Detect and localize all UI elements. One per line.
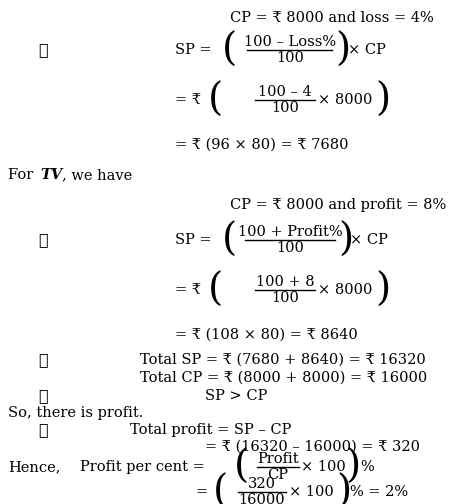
Text: ): ) xyxy=(374,82,389,118)
Text: 320: 320 xyxy=(247,477,275,491)
Text: = ₹ (108 × 80) = ₹ 8640: = ₹ (108 × 80) = ₹ 8640 xyxy=(174,328,357,342)
Text: 100 – Loss%: 100 – Loss% xyxy=(243,35,336,49)
Text: Profit: Profit xyxy=(257,452,298,466)
Text: % = 2%: % = 2% xyxy=(349,485,407,499)
Text: 100 + Profit%: 100 + Profit% xyxy=(237,225,341,239)
Text: = ₹: = ₹ xyxy=(174,283,201,297)
Text: = ₹ (96 × 80) = ₹ 7680: = ₹ (96 × 80) = ₹ 7680 xyxy=(174,138,348,152)
Text: (: ( xyxy=(222,221,237,259)
Text: ): ) xyxy=(344,449,359,485)
Text: = ₹: = ₹ xyxy=(174,93,201,107)
Text: Total profit = SP – CP: Total profit = SP – CP xyxy=(130,423,291,437)
Text: ∴: ∴ xyxy=(38,351,48,368)
Text: ∴: ∴ xyxy=(38,231,48,248)
Text: = ₹ (16320 – 16000) = ₹ 320: = ₹ (16320 – 16000) = ₹ 320 xyxy=(205,440,419,454)
Text: Hence,: Hence, xyxy=(8,460,61,474)
Text: (: ( xyxy=(222,31,237,69)
Text: ): ) xyxy=(335,473,351,504)
Text: SP =: SP = xyxy=(174,43,216,57)
Text: =: = xyxy=(196,485,207,499)
Text: 100 + 8: 100 + 8 xyxy=(255,275,313,289)
Text: × 8000: × 8000 xyxy=(317,93,372,107)
Text: ): ) xyxy=(337,221,353,259)
Text: SP > CP: SP > CP xyxy=(205,389,267,403)
Text: × 8000: × 8000 xyxy=(317,283,372,297)
Text: TV: TV xyxy=(40,168,62,182)
Text: ∴: ∴ xyxy=(38,41,48,58)
Text: (: ( xyxy=(207,82,223,118)
Text: Total CP = ₹ (8000 + 8000) = ₹ 16000: Total CP = ₹ (8000 + 8000) = ₹ 16000 xyxy=(140,371,426,385)
Text: CP = ₹ 8000 and loss = 4%: CP = ₹ 8000 and loss = 4% xyxy=(230,11,433,25)
Text: %: % xyxy=(359,460,373,474)
Text: × CP: × CP xyxy=(349,233,387,247)
Text: (: ( xyxy=(213,473,228,504)
Text: × CP: × CP xyxy=(347,43,385,57)
Text: Total SP = ₹ (7680 + 8640) = ₹ 16320: Total SP = ₹ (7680 + 8640) = ₹ 16320 xyxy=(140,353,425,367)
Text: 100: 100 xyxy=(270,291,298,305)
Text: ): ) xyxy=(334,31,349,69)
Text: For: For xyxy=(8,168,38,182)
Text: ∴: ∴ xyxy=(38,421,48,438)
Text: Profit per cent =: Profit per cent = xyxy=(80,460,209,474)
Text: So, there is profit.: So, there is profit. xyxy=(8,406,143,420)
Text: CP = ₹ 8000 and profit = 8%: CP = ₹ 8000 and profit = 8% xyxy=(230,198,445,212)
Text: 16000: 16000 xyxy=(238,493,285,504)
Text: (: ( xyxy=(234,449,249,485)
Text: 100: 100 xyxy=(270,101,298,115)
Text: 100: 100 xyxy=(275,51,303,65)
Text: × 100: × 100 xyxy=(300,460,345,474)
Text: ): ) xyxy=(374,272,389,308)
Text: CP: CP xyxy=(267,468,288,482)
Text: (: ( xyxy=(207,272,223,308)
Text: 100: 100 xyxy=(275,241,303,255)
Text: ∴: ∴ xyxy=(38,388,48,405)
Text: SP =: SP = xyxy=(174,233,216,247)
Text: 100 – 4: 100 – 4 xyxy=(257,85,311,99)
Text: , we have: , we have xyxy=(62,168,132,182)
Text: × 100: × 100 xyxy=(288,485,333,499)
